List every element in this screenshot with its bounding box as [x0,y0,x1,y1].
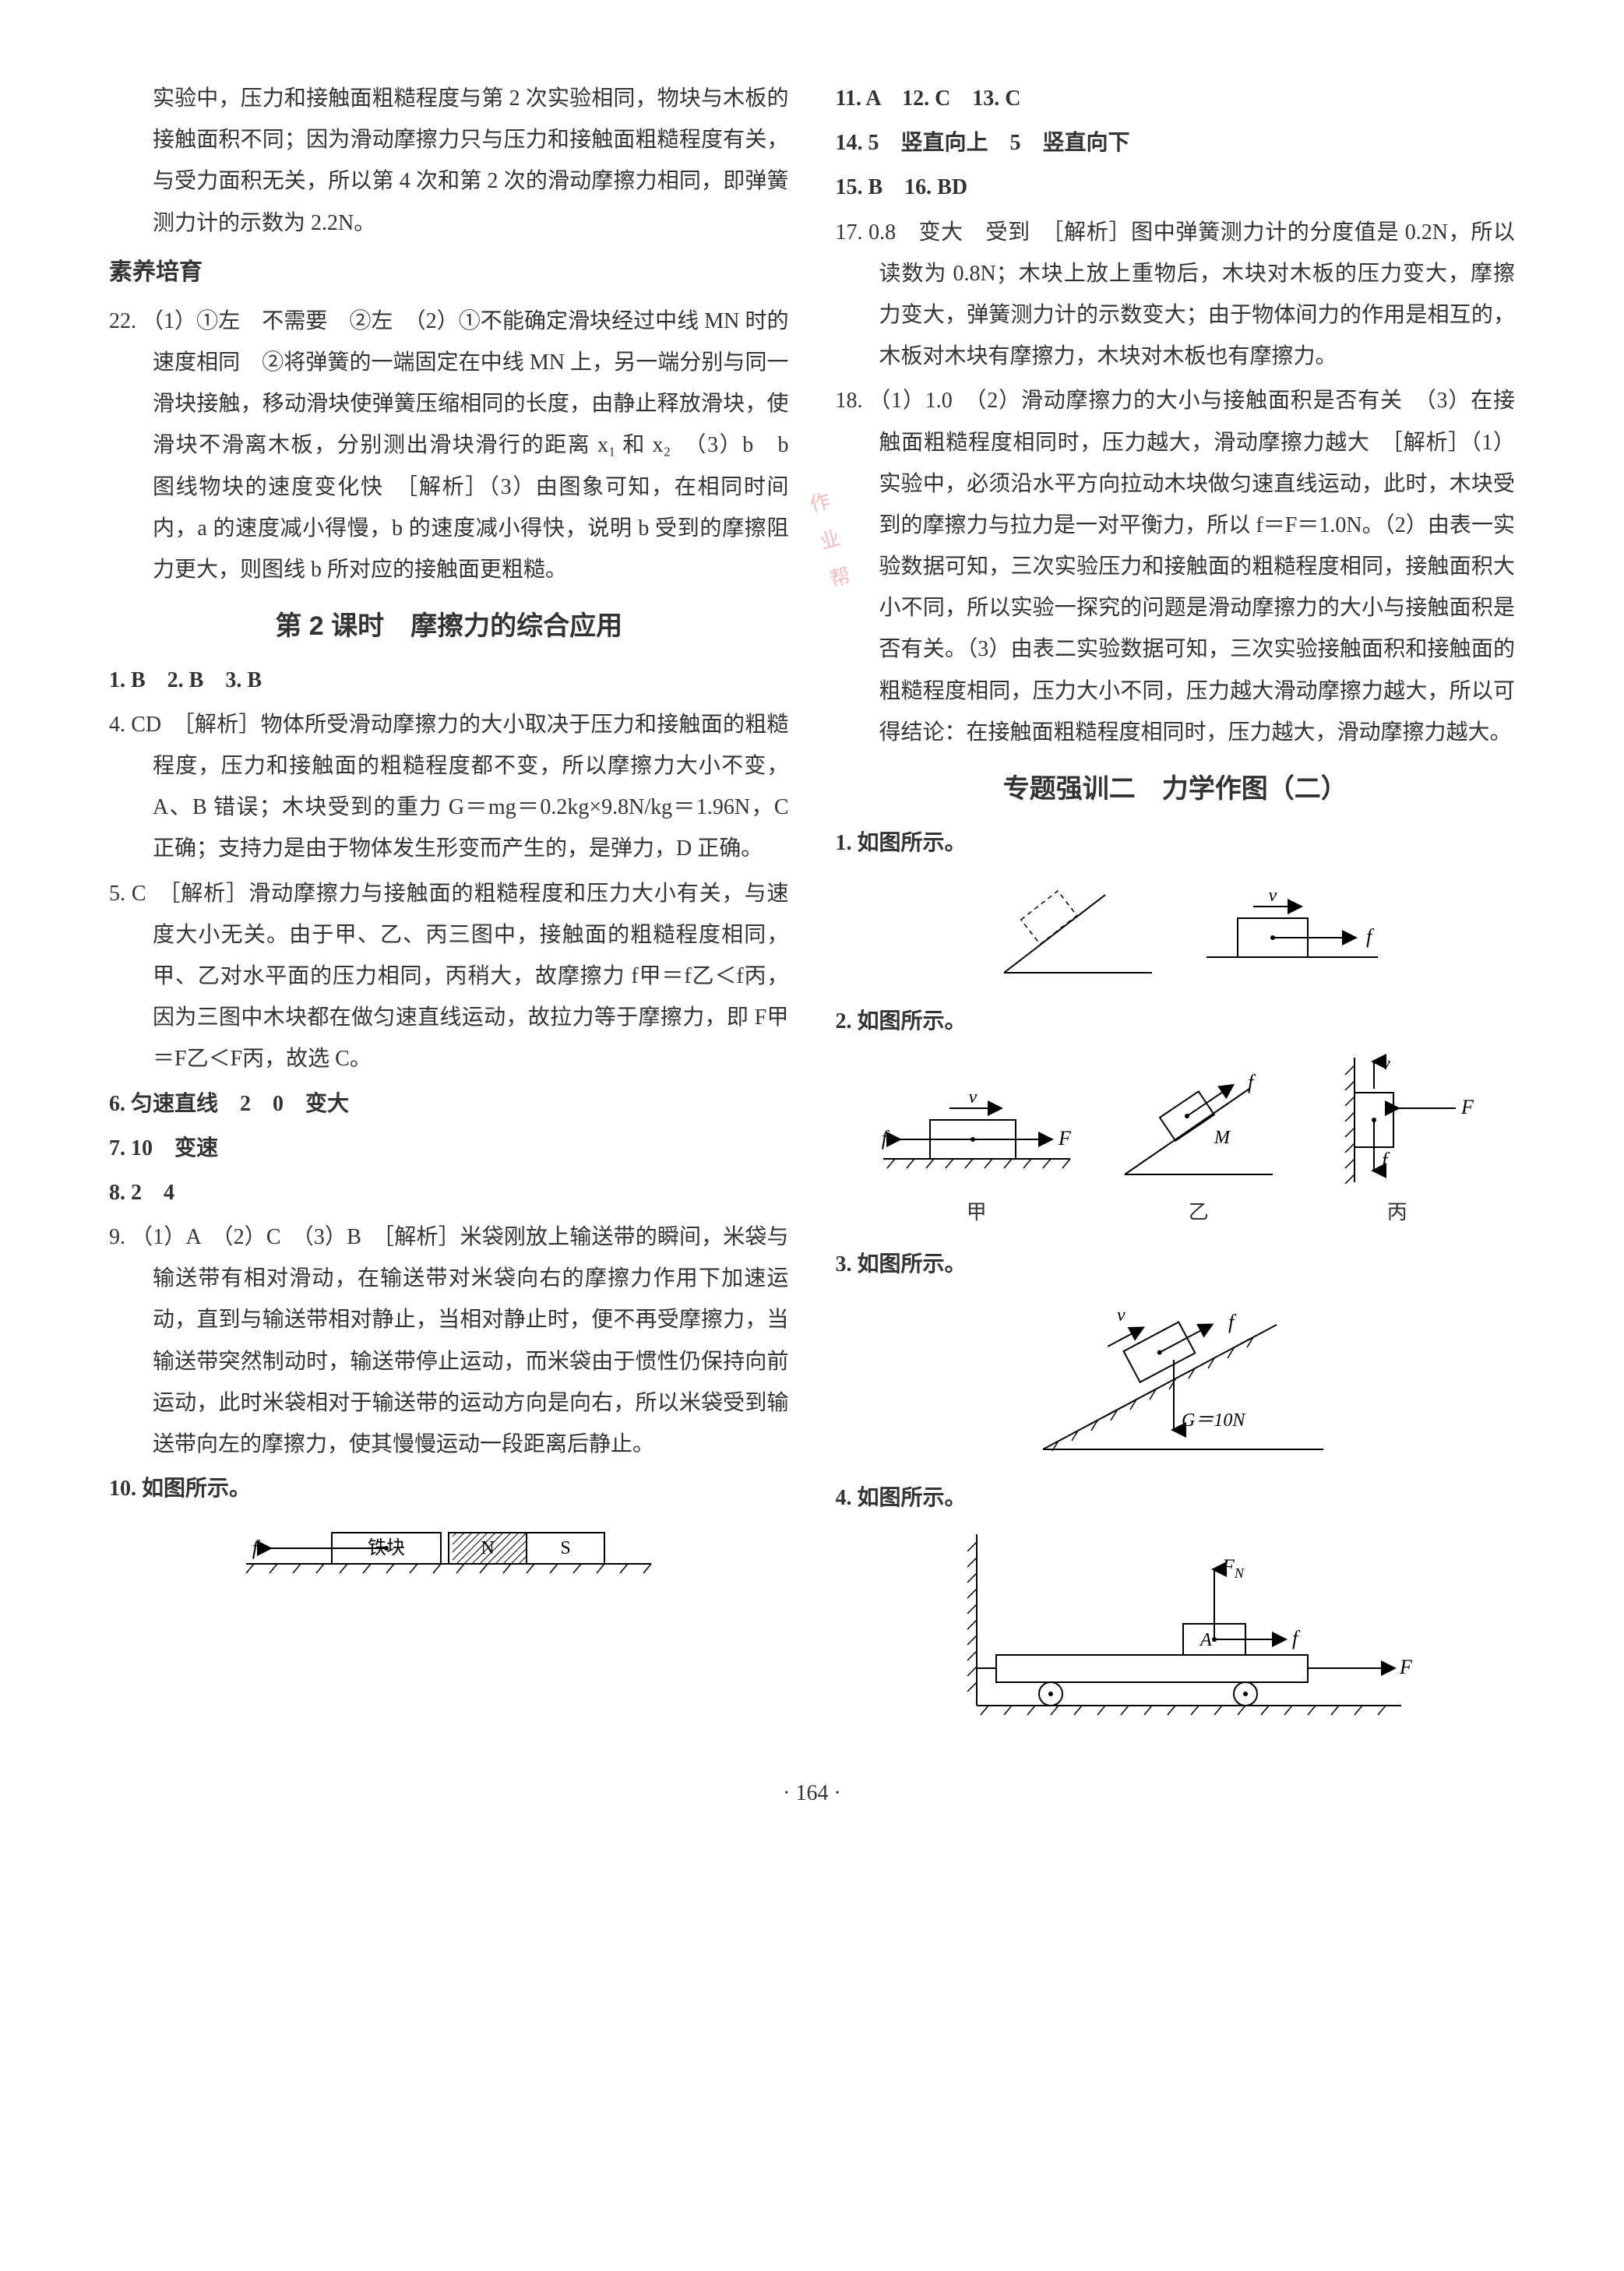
svg-text:A: A [1199,1630,1212,1650]
intro-paragraph: 实验中，压力和接触面粗糙程度与第 2 次实验相同，物块与木板的接触面积不同；因为… [109,78,789,244]
fig2-jia: v F f 甲 [875,1065,1078,1231]
q1-3: 1. B 2. B 3. B [109,660,789,701]
fig3-row: v f G＝10N [836,1294,1516,1465]
svg-text:v: v [1382,1054,1390,1074]
svg-text:f: f [1248,1071,1256,1093]
svg-text:F: F [1399,1656,1413,1678]
q11-13: 11. A 12. C 13. C [836,78,1516,119]
fig1-svg: v f [957,871,1393,988]
fig2-row: v F f 甲 [836,1050,1516,1231]
svg-text:f: f [1366,925,1375,948]
fig10: 铁块 N S f [109,1517,789,1587]
svg-text:v: v [968,1087,977,1107]
section-title-lesson2: 第 2 课时 摩擦力的综合应用 [109,601,789,652]
q9: 9. （1）A （2）C （3）B ［解析］米袋刚放上输送带的瞬间，米袋与输送带… [109,1216,789,1465]
svg-text:F: F [1460,1096,1474,1118]
fig1-row: v f [836,871,1516,988]
fig10-svg: 铁块 N S f [231,1517,667,1587]
fig1-left-incline [1004,891,1152,973]
svg-text:f: f [882,1127,890,1150]
q7: 7. 10 变速 [109,1128,789,1169]
fig2-intro: 2. 如图所示。 [836,1001,1516,1042]
svg-text:FN: FN [1221,1555,1245,1581]
q17: 17. 0.8 变大 受到 ［解析］图中弹簧测力计的分度值是 0.2N，所以读数… [836,212,1516,378]
q22: 22. （1）①左 不需要 ②左 （2）①不能确定滑块经过中线 MN 时的速度相… [109,301,789,590]
q14: 14. 5 竖直向上 5 竖直向下 [836,122,1516,164]
page-number: · 164 · [109,1773,1515,1814]
fig2-bing: v F f 丙 [1319,1050,1475,1231]
svg-text:f: f [1292,1627,1301,1650]
section-heading-suyang: 素养培育 [109,250,789,294]
q4: 4. CD ［解析］物体所受滑动摩擦力的大小取决于压力和接触面的粗糙程度，压力和… [109,704,789,870]
fig3-intro: 3. 如图所示。 [836,1244,1516,1285]
left-column: 实验中，压力和接触面粗糙程度与第 2 次实验相同，物块与木板的接触面积不同；因为… [109,78,789,1741]
svg-text:F: F [1058,1127,1072,1150]
svg-text:M: M [1214,1128,1231,1148]
q6: 6. 匀速直线 2 0 变大 [109,1083,789,1125]
svg-text:G＝10N: G＝10N [1182,1410,1246,1431]
q18: 18. （1）1.0 （2）滑动摩擦力的大小与接触面积是否有关 （3）在接触面粗… [836,380,1516,753]
fig1-right-block: v f [1207,886,1378,957]
fig1-intro: 1. 如图所示。 [836,822,1516,864]
q8: 8. 2 4 [109,1172,789,1213]
fig3-svg: v f G＝10N [1012,1294,1339,1465]
q5: 5. C ［解析］滑动摩擦力与接触面的粗糙程度和压力大小有关，与速度大小无关。由… [109,873,789,1080]
q15-16: 15. B 16. BD [836,167,1516,208]
page-columns: 实验中，压力和接触面粗糙程度与第 2 次实验相同，物块与木板的接触面积不同；因为… [109,78,1515,1741]
svg-text:f: f [1382,1149,1390,1171]
svg-text:N: N [481,1538,495,1558]
right-column: 11. A 12. C 13. C 14. 5 竖直向上 5 竖直向下 15. … [836,78,1516,1741]
fig2-yi: f M 乙 [1109,1065,1288,1231]
svg-text:v: v [1117,1305,1126,1326]
svg-text:v: v [1268,886,1277,906]
svg-text:f: f [1228,1311,1237,1333]
fig4-intro: 4. 如图所示。 [836,1477,1516,1519]
q10-intro: 10. 如图所示。 [109,1468,789,1509]
fig4-svg: A FN f F [934,1526,1417,1729]
svg-text:f: f [252,1537,261,1559]
section-title-zhuanti2: 专题强训二 力学作图（二） [836,764,1516,815]
fig4-row: A FN f F [836,1526,1516,1729]
svg-text:S: S [561,1538,571,1558]
